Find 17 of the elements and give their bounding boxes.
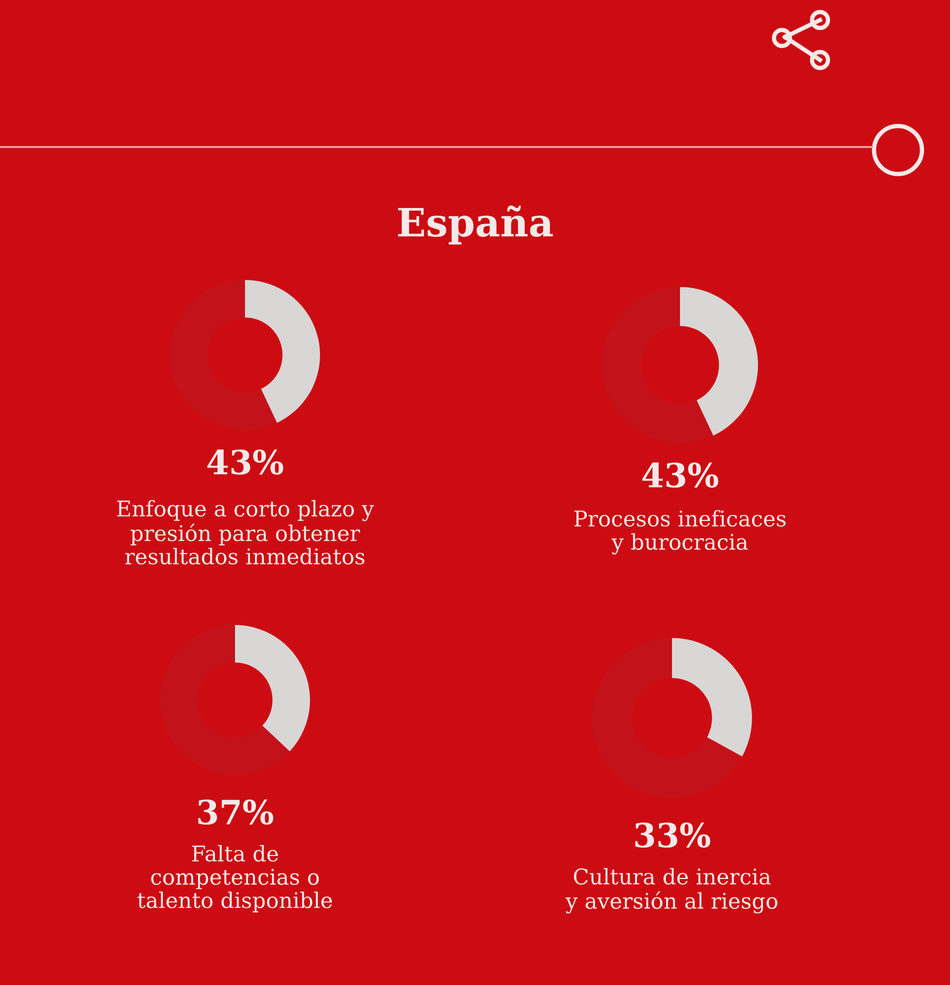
text: Falta de competencias o talento disponible: [138, 845, 332, 912]
donut-slice: [672, 638, 752, 757]
text: 33%: [635, 822, 710, 848]
text: 43%: [207, 449, 284, 475]
text: Procesos ineficaces y burocracia: [574, 510, 786, 554]
text: 37%: [198, 799, 274, 825]
donut-slice: [245, 280, 320, 423]
donut-slice: [160, 625, 290, 775]
donut-slice: [235, 625, 310, 752]
donut-slice: [680, 287, 758, 436]
text: Enfoque a corto plazo y presión para obtener resultados inmediatos: [117, 500, 374, 565]
donut-slice: [602, 287, 714, 443]
text: Cultura de inercia y aversión al riesgo: [565, 868, 778, 914]
donut-slice: [592, 638, 742, 798]
text: España: [398, 206, 553, 244]
donut-slice: [170, 280, 277, 430]
text: 43%: [642, 462, 718, 488]
